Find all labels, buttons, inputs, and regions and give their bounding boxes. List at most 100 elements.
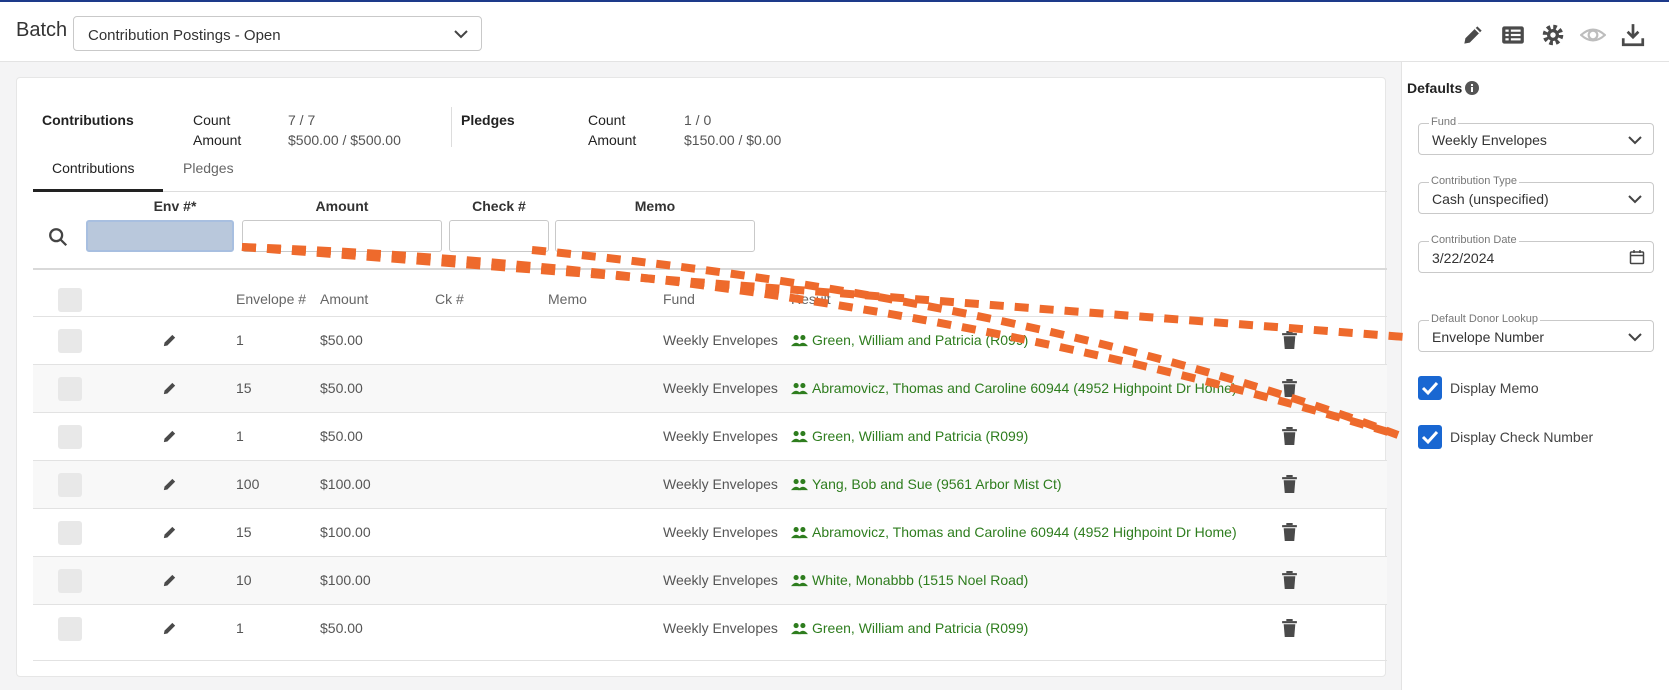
row-result-text: Abramovicz, Thomas and Caroline 60944 (4…	[812, 524, 1237, 540]
memo-input[interactable]	[555, 220, 755, 252]
row-result-text: Green, William and Patricia (R099)	[812, 332, 1029, 348]
row-fund: Weekly Envelopes	[663, 428, 778, 444]
row-checkbox[interactable]	[58, 521, 82, 545]
calendar-icon[interactable]	[1629, 249, 1645, 265]
download-icon[interactable]	[1620, 22, 1646, 48]
table-row[interactable]: 1 $50.00 Weekly Envelopes Green, William an…	[33, 604, 1387, 652]
chevron-down-icon	[1628, 195, 1642, 204]
row-amount: $100.00	[320, 476, 371, 492]
select-all-checkbox[interactable]	[58, 288, 82, 312]
header-result: Result	[791, 291, 831, 307]
table-row[interactable]: 1 $50.00 Weekly Envelopes Green, William an…	[33, 412, 1387, 460]
row-checkbox[interactable]	[58, 425, 82, 449]
batch-select[interactable]: Contribution Postings - Open	[73, 16, 482, 51]
fund-value: Weekly Envelopes	[1432, 132, 1547, 148]
trash-icon[interactable]	[1281, 475, 1298, 494]
row-result[interactable]: Green, William and Patricia (R099)	[791, 332, 1028, 348]
display-check-number-checkbox[interactable]	[1418, 425, 1442, 449]
table-row[interactable]: 15 $50.00 Weekly Envelopes Abramovicz, Thom…	[33, 364, 1387, 412]
row-result[interactable]: Yang, Bob and Sue (9561 Arbor Mist Ct)	[791, 476, 1062, 492]
row-result-text: Green, William and Patricia (R099)	[812, 428, 1029, 444]
tab-contributions[interactable]: Contributions	[52, 160, 135, 176]
row-result[interactable]: Green, William and Patricia (R099)	[791, 620, 1028, 636]
table-bottom-line	[33, 660, 1387, 661]
entry-separator	[33, 268, 1387, 270]
fund-select[interactable]: Fund Weekly Envelopes	[1418, 116, 1654, 155]
row-checkbox[interactable]	[58, 377, 82, 401]
row-fund: Weekly Envelopes	[663, 620, 778, 636]
pencil-icon[interactable]	[1460, 22, 1486, 48]
fund-label: Fund	[1429, 116, 1459, 128]
row-result[interactable]: Abramovicz, Thomas and Caroline 60944 (4…	[791, 524, 1237, 540]
display-check-number-label: Display Check Number	[1450, 429, 1594, 445]
trash-icon[interactable]	[1281, 331, 1298, 350]
row-amount: $50.00	[320, 380, 363, 396]
row-fund: Weekly Envelopes	[663, 332, 778, 348]
info-icon[interactable]	[1465, 81, 1479, 95]
row-amount: $50.00	[320, 620, 363, 636]
row-checkbox[interactable]	[58, 617, 82, 641]
table-row[interactable]: 100 $100.00 Weekly Envelopes Yang, Bob and …	[33, 460, 1387, 508]
pledges-count: 1 / 0	[684, 112, 712, 128]
summary-pledges-label: Pledges	[461, 112, 515, 128]
trash-icon[interactable]	[1281, 571, 1298, 590]
amount-input[interactable]	[242, 220, 442, 252]
env-number-label: Env #*	[153, 198, 197, 214]
row-envelope: 15	[236, 380, 252, 396]
row-fund: Weekly Envelopes	[663, 380, 778, 396]
contribution-date-label: Contribution Date	[1429, 234, 1519, 246]
row-envelope: 1	[236, 428, 244, 444]
edit-icon[interactable]	[161, 620, 178, 637]
chevron-down-icon	[1628, 136, 1642, 145]
top-accent-line	[0, 0, 1669, 2]
row-fund: Weekly Envelopes	[663, 476, 778, 492]
household-icon	[791, 623, 808, 635]
header-amount: Amount	[320, 291, 369, 307]
defaults-panel: Defaults Fund Weekly Envelopes Contribut…	[1401, 62, 1669, 690]
summary-contributions-label: Contributions	[42, 112, 134, 128]
edit-icon[interactable]	[161, 524, 178, 541]
eye-icon[interactable]	[1580, 22, 1606, 48]
trash-icon[interactable]	[1281, 427, 1298, 446]
row-result[interactable]: White, Monabbb (1515 Noel Road)	[791, 572, 1028, 588]
check-entry-label: Check #	[472, 198, 526, 214]
table-row[interactable]: 10 $100.00 Weekly Envelopes White, Monabbb …	[33, 556, 1387, 604]
contribution-date-input[interactable]: Contribution Date 3/22/2024	[1418, 234, 1654, 273]
display-memo-checkbox[interactable]	[1418, 376, 1442, 400]
row-checkbox[interactable]	[58, 569, 82, 593]
edit-icon[interactable]	[161, 332, 178, 349]
row-envelope: 1	[236, 620, 244, 636]
edit-icon[interactable]	[161, 572, 178, 589]
gear-icon[interactable]	[1540, 22, 1566, 48]
header-fund: Fund	[663, 291, 695, 307]
household-icon	[791, 431, 808, 443]
trash-icon[interactable]	[1281, 523, 1298, 542]
contributions-count: 7 / 7	[288, 112, 316, 128]
env-number-input[interactable]	[86, 220, 234, 252]
trash-icon[interactable]	[1281, 379, 1298, 398]
tab-pledges[interactable]: Pledges	[183, 160, 234, 176]
check-number-input[interactable]	[449, 220, 549, 252]
table-row[interactable]: 1 $50.00 Weekly Envelopes Green, William an…	[33, 316, 1387, 364]
donor-lookup-label: Default Donor Lookup	[1429, 313, 1541, 325]
row-result[interactable]: Abramovicz, Thomas and Caroline 60944 (4…	[791, 380, 1237, 396]
active-tab-indicator	[33, 189, 163, 192]
edit-icon[interactable]	[161, 380, 178, 397]
row-checkbox[interactable]	[58, 329, 82, 353]
row-envelope: 15	[236, 524, 252, 540]
edit-icon[interactable]	[161, 476, 178, 493]
row-amount: $100.00	[320, 572, 371, 588]
row-fund: Weekly Envelopes	[663, 572, 778, 588]
donor-lookup-select[interactable]: Default Donor Lookup Envelope Number	[1418, 313, 1654, 352]
row-amount: $50.00	[320, 428, 363, 444]
chevron-down-icon	[454, 30, 468, 39]
edit-icon[interactable]	[161, 428, 178, 445]
row-checkbox[interactable]	[58, 473, 82, 497]
row-result[interactable]: Green, William and Patricia (R099)	[791, 428, 1028, 444]
table-row[interactable]: 15 $100.00 Weekly Envelopes Abramovicz, Tho…	[33, 508, 1387, 556]
list-icon[interactable]	[1500, 22, 1526, 48]
contribution-type-select[interactable]: Contribution Type Cash (unspecified)	[1418, 175, 1654, 214]
pledges-amount-label: Amount	[588, 132, 637, 148]
trash-icon[interactable]	[1281, 619, 1298, 638]
search-icon[interactable]	[47, 226, 69, 248]
